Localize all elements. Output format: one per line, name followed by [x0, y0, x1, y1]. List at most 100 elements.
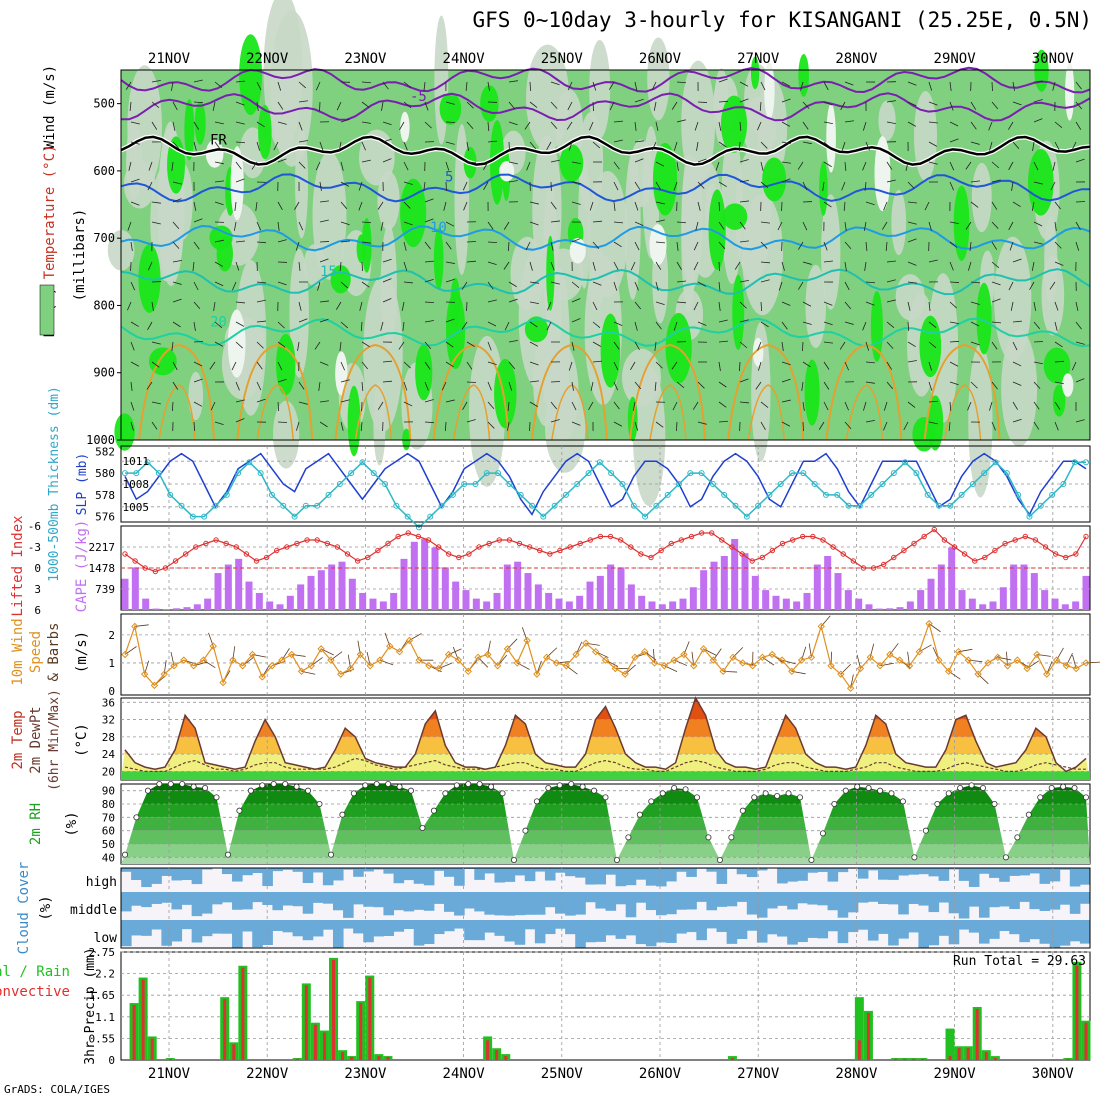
wind-barb [508, 361, 516, 370]
wind-barb [251, 161, 258, 170]
rh-dry-cell [895, 274, 925, 321]
wind-barb [715, 161, 720, 171]
wind-barb [760, 321, 769, 328]
rh-point [911, 854, 918, 861]
rh-point [716, 857, 723, 864]
cape-bar [658, 604, 666, 610]
wind-barb [445, 161, 450, 171]
wind-speed-point [258, 673, 266, 681]
wind-barb [529, 341, 539, 347]
wind-barb [466, 361, 473, 370]
lifted-index-point [516, 540, 523, 547]
cloud-bar [726, 892, 738, 907]
cape-bar [596, 575, 604, 610]
thickness-tick: 576 [95, 511, 115, 524]
thickness-point [178, 502, 185, 509]
wind-barb [172, 221, 180, 230]
cape-bar [142, 598, 150, 610]
wind-barb [757, 341, 762, 351]
lifted-index-point [951, 544, 958, 550]
dewpoint-line [124, 757, 1086, 773]
cloud-bar [494, 920, 506, 936]
wind-barb [592, 261, 596, 271]
cloud-bar [928, 868, 940, 877]
wind-barb [613, 241, 622, 248]
cloud-bar [645, 920, 657, 947]
cape-bar [689, 587, 697, 610]
wind-barb [298, 261, 301, 271]
cloud-bar [373, 920, 384, 937]
wind-barb [568, 141, 573, 151]
wind-barb [298, 161, 306, 169]
wind-barb [127, 221, 132, 231]
theta-contour-inner [747, 384, 785, 441]
lifted-index-point [617, 537, 624, 543]
cape-bar [286, 595, 294, 610]
cloud-bar [282, 892, 294, 906]
rh-moist-cell [1052, 384, 1066, 417]
lifted-index-point [213, 537, 219, 543]
cloud-bar [393, 920, 405, 932]
wind-barb [296, 421, 300, 431]
wind-barb [361, 81, 372, 84]
wind-speed-point [817, 622, 825, 631]
wind-barb [928, 341, 937, 349]
cloud-bar [898, 920, 909, 939]
precip-tick: 1.1 [95, 1011, 115, 1024]
cloud-bar [393, 892, 405, 911]
wind-barb [613, 341, 620, 350]
theta-contour-inner [551, 384, 589, 441]
pressure-tick-label: 500 [93, 97, 115, 111]
thickness-point [404, 513, 411, 520]
wind-barb [693, 241, 699, 251]
rh-point [751, 794, 758, 801]
rh-point [179, 781, 186, 788]
wind-barb [172, 259, 182, 263]
wind-axis-title: Wind (m/s) [42, 65, 58, 149]
wind-barb [676, 301, 687, 304]
rh-dry-cell [878, 100, 896, 141]
wind-barb [550, 401, 557, 410]
cape-tick: 739 [95, 583, 115, 596]
rh-point [133, 814, 140, 821]
thickness-point [393, 502, 400, 509]
wind-barb [193, 101, 204, 104]
thickness-point [438, 502, 445, 509]
wind-barb [466, 101, 474, 109]
wind-barb [550, 241, 554, 251]
wind-barb [739, 121, 742, 131]
wind-barb [676, 81, 687, 84]
wind-barb [256, 221, 262, 231]
pressure-axis-title: (millibars) [72, 209, 88, 302]
cloud-bar [625, 892, 637, 918]
thickness-point [822, 491, 829, 498]
wind-barb [508, 381, 513, 391]
wind-barb [630, 361, 636, 370]
wind-barb [255, 201, 258, 211]
rh-moist-cell [402, 428, 411, 451]
thickness-axis-title: 1000-500mb Thickness (dm) [47, 386, 62, 582]
wind-barb [886, 361, 893, 370]
wind-barb [634, 98, 644, 103]
cloud-bar [312, 868, 324, 873]
cape-bar [390, 592, 398, 610]
wind-barb [1054, 360, 1065, 363]
wind-barb [130, 381, 133, 391]
wind-barb [886, 299, 896, 303]
cloud-bar [494, 868, 506, 883]
wind-barb [949, 340, 960, 343]
cloud-unit: (%) [38, 895, 54, 920]
cloud-bar [1039, 892, 1051, 911]
thickness-point [890, 470, 897, 477]
cloud-bar [201, 868, 213, 870]
wind-speed-point [611, 664, 620, 673]
wind-barb [991, 161, 1000, 169]
wind-barb [1054, 401, 1061, 410]
wind-barb [589, 201, 594, 211]
rh-dry-cell [235, 259, 267, 416]
wind-barb [718, 121, 722, 131]
wind-speed-point [807, 653, 816, 662]
wind-barb [802, 361, 811, 368]
thickness-point [879, 481, 886, 487]
